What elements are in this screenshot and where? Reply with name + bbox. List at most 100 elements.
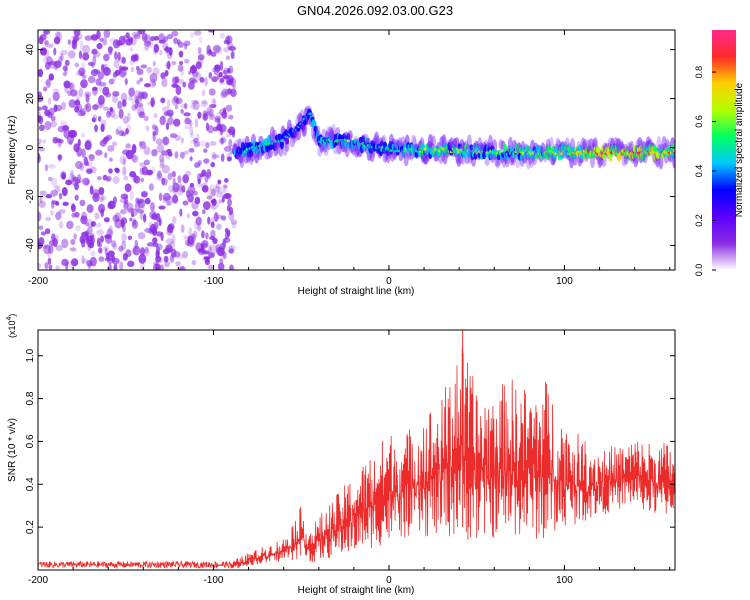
noise-blob [132, 248, 137, 254]
noise-blob [68, 82, 74, 90]
noise-blob [144, 44, 149, 52]
noise-blob [99, 37, 104, 42]
noise-blob [159, 115, 166, 126]
noise-blob [223, 67, 229, 76]
signal-halo [382, 152, 388, 163]
noise-blob [179, 182, 183, 193]
noise-blob [204, 76, 208, 87]
noise-blob [195, 72, 202, 80]
signal-halo [580, 137, 586, 152]
noise-blob [93, 69, 101, 74]
noise-blob [182, 174, 190, 184]
noise-blob [70, 238, 76, 246]
noise-blob [174, 134, 181, 141]
noise-blob [201, 184, 209, 193]
noise-blob [197, 47, 202, 55]
noise-blob [52, 88, 60, 94]
noise-blob [182, 200, 189, 206]
noise-blob [152, 132, 156, 142]
spectrogram-y-tick-label: 40 [25, 44, 36, 56]
noise-blob [136, 68, 144, 76]
noise-blob [210, 230, 216, 238]
signal-mid [346, 133, 351, 141]
noise-blob [224, 192, 232, 200]
noise-blob [96, 229, 104, 236]
noise-blob [163, 260, 171, 268]
noise-blob [87, 75, 96, 84]
noise-blob [211, 152, 217, 160]
noise-blob [42, 86, 48, 92]
noise-blob [87, 154, 96, 159]
noise-blob [38, 147, 46, 152]
noise-blob [184, 124, 192, 130]
noise-blob [55, 104, 63, 112]
noise-blob [109, 106, 114, 113]
noise-blob [132, 245, 141, 256]
noise-blob [118, 65, 123, 75]
noise-blob [136, 79, 141, 85]
snr-x-tick-label: 100 [556, 575, 573, 586]
noise-blob [211, 76, 218, 83]
noise-blob [153, 113, 158, 119]
noise-blob [198, 36, 203, 44]
signal-halo [400, 136, 406, 147]
signal-mid [617, 154, 622, 160]
noise-blob [44, 228, 51, 235]
noise-blob [175, 261, 181, 267]
noise-blob [71, 212, 76, 218]
noise-blob [70, 258, 79, 267]
signal-halo [431, 135, 437, 147]
noise-blob [159, 264, 165, 270]
noise-blob [80, 215, 88, 225]
noise-blob [226, 205, 231, 212]
noise-blob [46, 56, 53, 65]
noise-blob [70, 169, 74, 178]
noise-blob [212, 154, 220, 159]
noise-blob [38, 111, 41, 118]
noise-blob [82, 258, 89, 264]
noise-blob [171, 234, 176, 243]
noise-blob [189, 156, 193, 162]
noise-blob [180, 108, 184, 114]
signal-halo [302, 121, 308, 137]
noise-blob [108, 78, 115, 85]
noise-blob [45, 194, 53, 199]
noise-blob [123, 175, 129, 181]
spectrogram-x-tick-label: -100 [203, 276, 223, 287]
noise-blob [56, 31, 63, 42]
noise-blob [92, 188, 100, 199]
noise-blob [121, 232, 127, 243]
noise-blob [223, 185, 228, 194]
noise-blob [84, 140, 92, 151]
noise-blob [227, 245, 234, 254]
noise-blob [226, 80, 234, 86]
noise-blob [188, 227, 193, 237]
noise-blob [160, 97, 165, 104]
noise-blob [68, 129, 76, 138]
noise-blob [165, 122, 170, 131]
noise-blob [50, 115, 56, 122]
snr-x-tick-label: -100 [203, 575, 223, 586]
noise-blob [218, 80, 226, 86]
noise-blob [214, 64, 219, 70]
noise-blob [184, 102, 188, 110]
noise-blob [70, 203, 76, 213]
snr-panel: -200 -100 0 100 0.2 0.4 0.6 0.8 1.0 Height of s… [6, 314, 676, 596]
noise-blob [87, 61, 95, 66]
noise-blob [209, 140, 217, 146]
noise-blob [95, 149, 103, 156]
noise-blob [94, 212, 100, 220]
noise-blob [108, 51, 113, 56]
noise-blob [130, 54, 138, 62]
noise-blob [216, 112, 224, 119]
snr-y-tick-label: 0.2 [25, 520, 36, 534]
signal-halo [656, 136, 662, 152]
noise-blob [118, 35, 126, 46]
noise-blob [176, 97, 183, 105]
noise-blob [203, 158, 210, 164]
noise-blob [228, 114, 234, 120]
snr-y-tick-label: 0.8 [25, 391, 36, 405]
noise-blob [38, 106, 43, 111]
noise-blob [107, 145, 115, 152]
noise-blob [221, 136, 227, 143]
